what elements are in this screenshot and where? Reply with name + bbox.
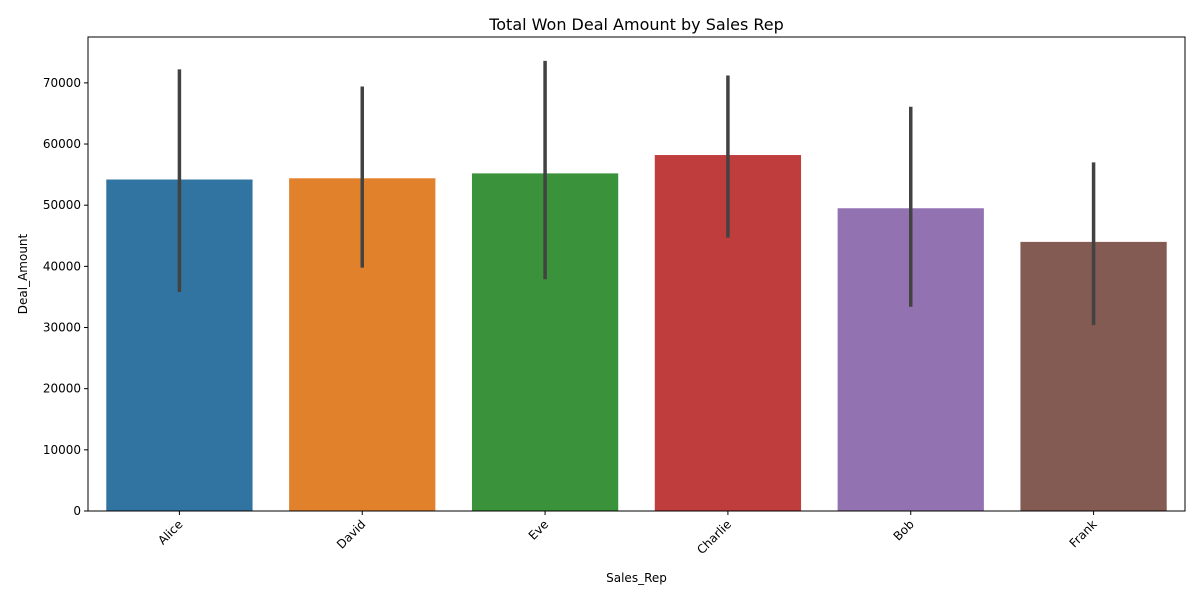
x-axis-label: Sales_Rep [606, 571, 667, 585]
plot-area: Alice David Eve Charlie Bob Frank010000200003… [43, 36, 1186, 557]
chart-title: Total Won Deal Amount by Sales Rep [488, 15, 784, 34]
y-tick-label-20000: 20000 [43, 382, 81, 396]
y-tick-label-40000: 40000 [43, 259, 81, 273]
axes-frame [87, 36, 1186, 512]
y-tick-label-70000: 70000 [43, 76, 81, 90]
y-tick-label-0: 0 [73, 504, 81, 518]
y-tick-label-30000: 30000 [43, 321, 81, 335]
y-tick-label-50000: 50000 [43, 198, 81, 212]
y-axis-label: Deal_Amount [16, 233, 30, 314]
y-tick-label-60000: 60000 [43, 137, 81, 151]
y-tick-label-10000: 10000 [43, 443, 81, 457]
